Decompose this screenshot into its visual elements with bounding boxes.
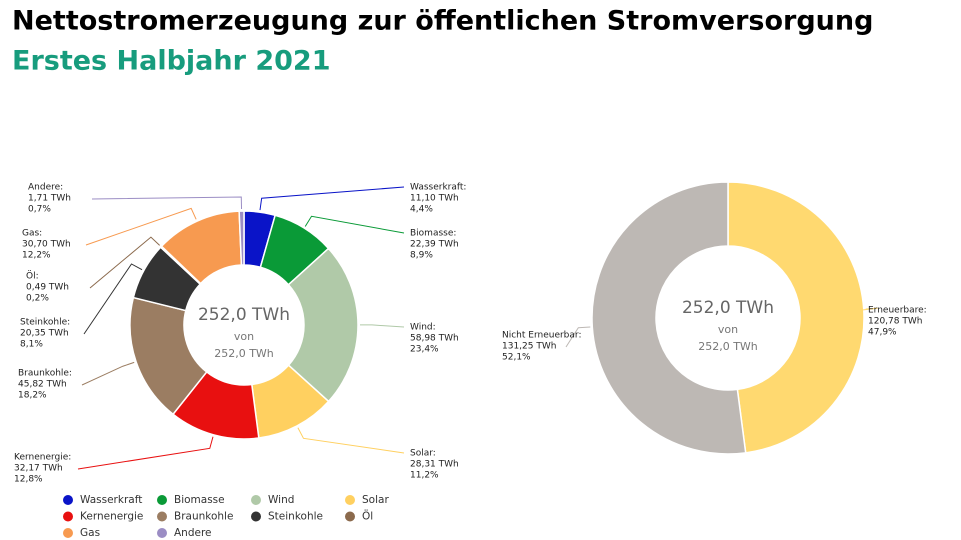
callout-value: 22,39 TWh [410,240,459,250]
callout-percent: 12,8% [14,475,43,485]
callout-name: Nicht Erneuerbar: [502,331,582,341]
callout-value: 32,17 TWh [14,464,63,474]
legend-label: Kernenergie [80,511,143,523]
callout-percent: 23,4% [410,345,439,355]
donut-slice [591,181,747,455]
callout-line [565,326,591,348]
legend-swatch [345,511,355,522]
callout-value: 30,70 TWh [22,240,71,250]
donut-slice [287,247,359,403]
legend-label: Wasserkraft [80,494,142,506]
callout-name: Erneuerbare: [868,306,927,316]
callout-name: Andere: [28,183,63,193]
callout-name: Steinkohle: [20,318,70,328]
callout-percent: 8,9% [410,251,433,261]
callout-value: 131,25 TWh [502,342,556,352]
callout-line [83,263,143,335]
legend-label: Wind [268,494,294,506]
legend-label: Braunkohle [174,511,233,523]
callout-line [297,427,405,454]
callout-name: Braunkohle: [18,369,72,379]
callout-line [85,207,197,246]
callout-line [304,215,405,234]
callout-value: 120,78 TWh [868,317,922,327]
callout-percent: 11,2% [410,471,439,481]
legend-swatch [251,495,261,505]
callout-name: Kernenergie: [14,453,71,463]
callout-name: Wasserkraft: [410,183,466,193]
callout-name: Biomasse: [410,229,456,239]
callout-percent: 47,9% [868,328,897,338]
legend-swatch [157,495,167,505]
callout-line [359,324,405,328]
callout-name: Öl: [26,271,39,282]
legend-swatch [157,528,167,538]
callout-percent: 4,4% [410,205,433,215]
callout-name: Gas: [22,229,42,239]
callout-line [259,186,405,211]
callout-name: Solar: [410,449,436,459]
callout-line [91,196,243,210]
callout-value: 20,35 TWh [20,329,69,339]
title: Nettostromerzeugung zur öffentlichen Str… [12,6,873,37]
callout-line [81,361,135,386]
callout-value: 1,71 TWh [28,194,71,204]
callout-name: Wind: [410,323,436,333]
legend-swatch [63,528,73,538]
callout-line [861,307,878,311]
center-of: von [718,323,738,336]
center-total: 252,0 TWh [214,347,274,360]
legend-swatch [345,495,355,505]
callout-value: 0,49 TWh [26,283,69,293]
legend-label: Biomasse [174,494,225,506]
legend-label: Öl [362,510,373,523]
legend-swatch [63,511,73,522]
donut-slice [238,210,245,266]
donut-slice [727,181,865,454]
callout-percent: 18,2% [18,391,47,401]
subtitle: Erstes Halbjahr 2021 [12,46,330,77]
callout-percent: 12,2% [22,251,51,261]
callout-value: 58,98 TWh [410,334,459,344]
callout-value: 28,31 TWh [410,460,459,470]
callout-line [77,436,214,470]
legend-swatch [63,495,73,505]
callout-percent: 8,1% [20,340,43,350]
callout-value: 45,82 TWh [18,380,67,390]
legend-label: Gas [80,527,100,539]
callout-value: 11,10 TWh [410,194,459,204]
center-of: von [234,330,254,343]
legend-swatch [157,511,167,522]
callout-percent: 0,2% [26,294,49,304]
callout-percent: 0,7% [28,205,51,215]
legend-label: Andere [174,527,212,539]
legend-swatch [251,511,261,522]
center-value: 252,0 TWh [682,298,774,318]
callout-percent: 52,1% [502,353,531,363]
callout-line [89,236,160,289]
legend-label: Steinkohle [268,511,323,523]
legend-label: Solar [362,494,389,506]
center-value: 252,0 TWh [198,305,290,325]
center-total: 252,0 TWh [698,340,758,353]
